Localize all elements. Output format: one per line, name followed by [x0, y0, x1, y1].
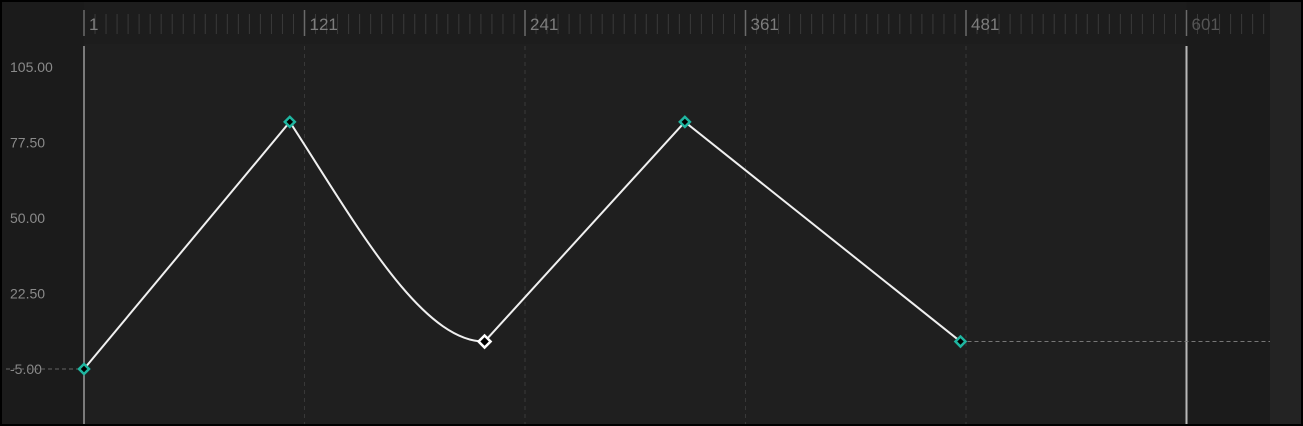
ruler-label: 121 — [310, 15, 338, 34]
keyframe[interactable] — [953, 334, 968, 349]
keyframe[interactable] — [678, 115, 692, 129]
curve-segment[interactable] — [288, 121, 485, 343]
out-of-range-region — [1186, 2, 1270, 424]
value-axis-label: 77.50 — [10, 135, 45, 151]
ruler-label: 361 — [751, 15, 779, 34]
value-axis-label: -5.00 — [10, 361, 42, 377]
keyframe-selected[interactable] — [476, 333, 493, 350]
right-margin — [1270, 2, 1301, 424]
curve-segment[interactable] — [684, 121, 962, 343]
ruler-label: 241 — [530, 15, 558, 34]
value-gutter — [2, 2, 84, 424]
timeline-ruler[interactable] — [84, 2, 1270, 44]
curve-segment[interactable] — [483, 121, 686, 343]
value-axis-label: 50.00 — [10, 210, 45, 226]
curve-segment[interactable] — [83, 121, 291, 370]
keyframe[interactable] — [77, 362, 91, 376]
value-axis-label: 105.00 — [10, 59, 53, 75]
ruler-label: 1 — [89, 15, 98, 34]
ruler-label: 481 — [971, 15, 999, 34]
keyframe[interactable] — [283, 115, 297, 129]
value-axis-label: 22.50 — [10, 286, 45, 302]
ruler-label: 601 — [1192, 15, 1220, 34]
